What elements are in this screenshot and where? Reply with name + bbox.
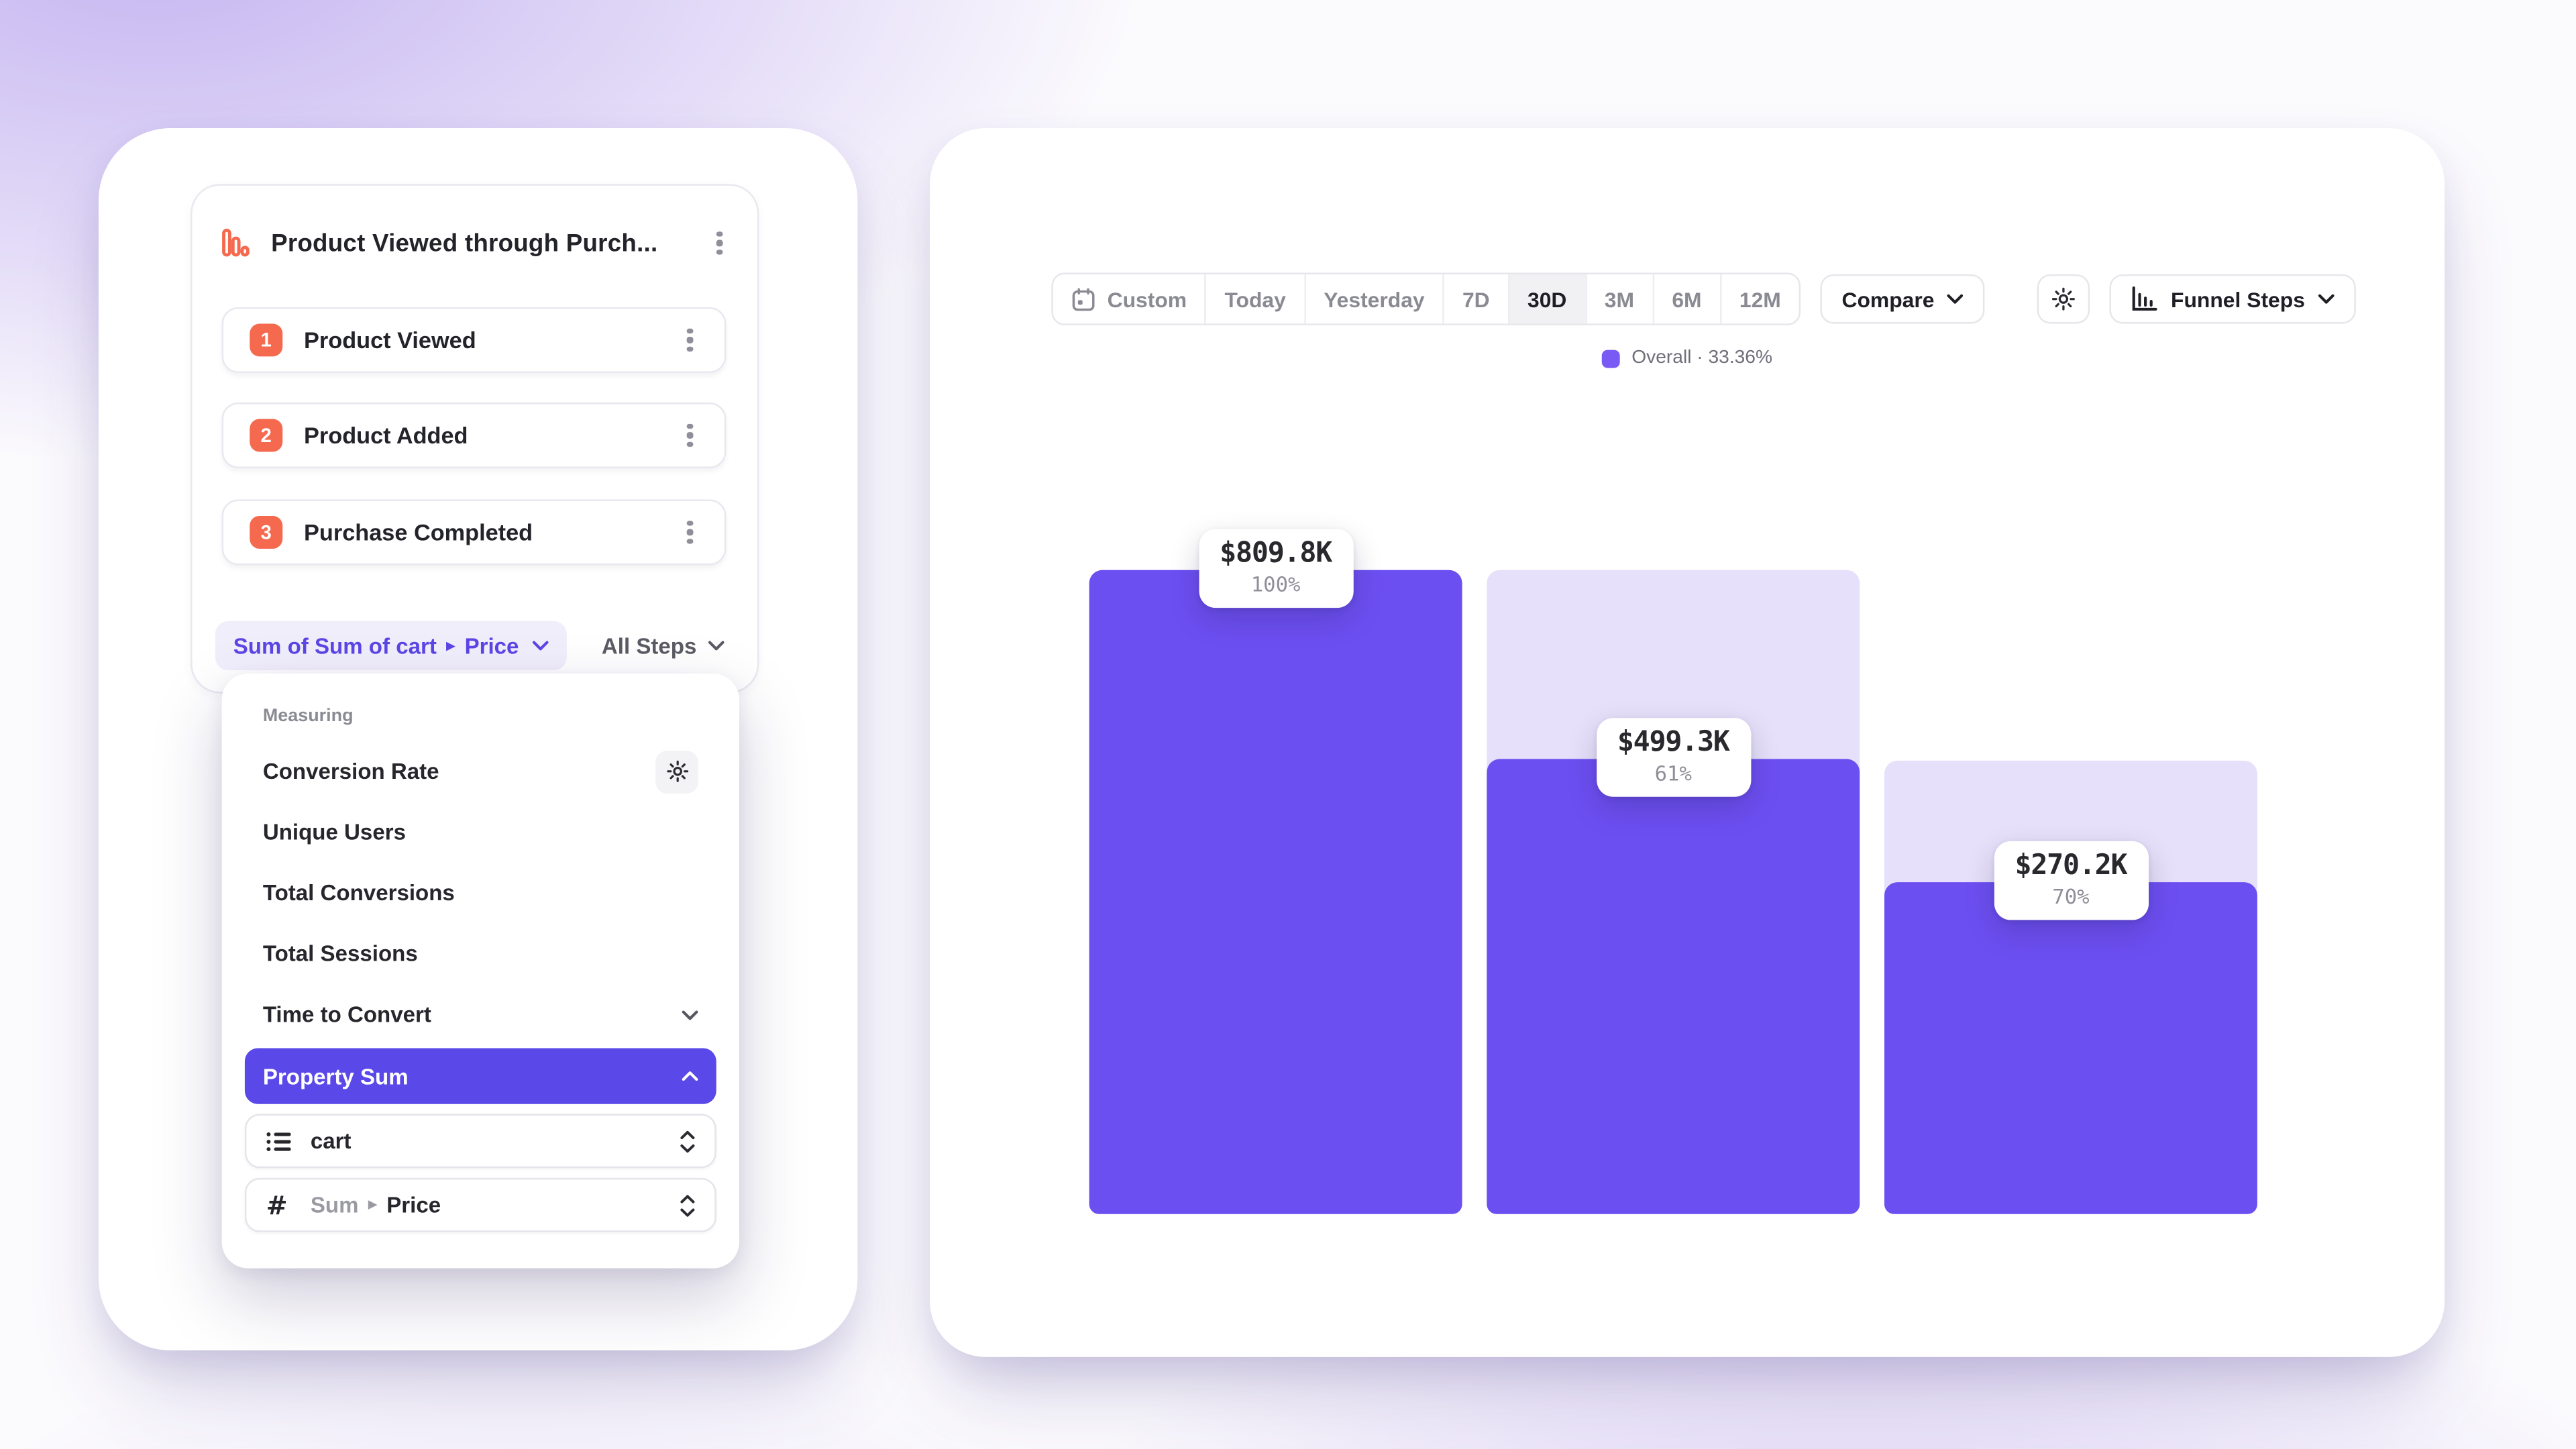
date-range-3m[interactable]: 3M bbox=[1585, 274, 1652, 324]
hash-icon: # bbox=[266, 1190, 288, 1220]
steps-scope-label: All Steps bbox=[601, 633, 697, 658]
bar-converted-segment bbox=[1089, 570, 1462, 1214]
bar-converted-segment bbox=[1487, 759, 1860, 1214]
query-more-options-button[interactable] bbox=[702, 225, 738, 262]
legend-label: Overall · 33.36% bbox=[1631, 348, 1773, 368]
step-label: Product Viewed bbox=[304, 327, 476, 354]
chevron-down-icon bbox=[2318, 294, 2334, 304]
chart-panel: Custom Today Yesterday 7D 30D 3M 6M 12M … bbox=[930, 128, 2445, 1357]
menu-item-time-to-convert[interactable]: Time to Convert bbox=[245, 984, 716, 1045]
query-header: Product Viewed through Purch... bbox=[222, 219, 738, 268]
measurement-dropdown[interactable]: Sum of Sum of cart ▸ Price bbox=[215, 621, 567, 671]
date-range-30d[interactable]: 30D bbox=[1507, 274, 1585, 324]
breadcrumb-arrow: ▸ bbox=[368, 1195, 377, 1214]
aggregation-prefix: Sum bbox=[310, 1192, 359, 1218]
conversion-rate-settings-button[interactable] bbox=[655, 749, 698, 793]
aggregation-value: Price bbox=[386, 1192, 441, 1218]
step-more-options-button[interactable] bbox=[672, 417, 708, 453]
aggregation-select[interactable]: # Sum ▸ Price bbox=[244, 1177, 716, 1232]
property-select-value: cart bbox=[310, 1128, 352, 1154]
chevron-down-icon bbox=[708, 641, 724, 651]
view-selector-button[interactable]: Funnel Steps bbox=[2110, 274, 2356, 324]
funnel-bar-purchase-completed[interactable]: $270.2K 70% bbox=[1884, 570, 2257, 1214]
gear-icon bbox=[665, 760, 688, 782]
query-card: Product Viewed through Purch... 1 Produc… bbox=[191, 184, 759, 694]
calendar-icon bbox=[1072, 287, 1095, 311]
step-label: Purchase Completed bbox=[304, 519, 533, 546]
chart-legend: Overall · 33.36% bbox=[930, 348, 2445, 368]
legend-swatch bbox=[1602, 349, 1621, 368]
compare-button[interactable]: Compare bbox=[1820, 274, 1986, 324]
step-label: Product Added bbox=[304, 422, 468, 449]
measurement-dropdown-label: Sum of Sum of cart ▸ Price bbox=[233, 633, 519, 658]
step-more-options-button[interactable] bbox=[672, 515, 708, 551]
funnel-steps-icon bbox=[2133, 286, 2158, 311]
chart-toolbar: Custom Today Yesterday 7D 30D 3M 6M 12M … bbox=[930, 272, 2445, 325]
query-footer: Sum of Sum of cart ▸ Price All Steps bbox=[215, 621, 724, 671]
chevron-down-icon bbox=[1947, 294, 1964, 304]
menu-section-label: Measuring bbox=[262, 706, 354, 727]
menu-item-conversion-rate[interactable]: Conversion Rate bbox=[245, 741, 716, 802]
gear-icon bbox=[2052, 287, 2076, 311]
chart-settings-button[interactable] bbox=[2037, 274, 2091, 324]
date-range-control: Custom Today Yesterday 7D 30D 3M 6M 12M bbox=[1051, 272, 1801, 325]
date-range-today[interactable]: Today bbox=[1205, 274, 1304, 324]
measuring-menu: Measuring Conversion Rate Unique Users T… bbox=[221, 674, 740, 1269]
steps-scope-dropdown[interactable]: All Steps bbox=[602, 633, 724, 658]
bar-converted-segment bbox=[1884, 882, 2257, 1214]
bar-chart-icon bbox=[222, 228, 250, 258]
chevron-down-icon bbox=[682, 1010, 698, 1020]
date-range-yesterday[interactable]: Yesterday bbox=[1303, 274, 1443, 324]
funnel-step-row-2[interactable]: 2 Product Added bbox=[221, 402, 727, 468]
chevron-down-icon bbox=[532, 641, 549, 651]
step-number-badge: 3 bbox=[250, 515, 283, 549]
list-icon bbox=[266, 1130, 296, 1152]
funnel-bar-product-added[interactable]: $499.3K 61% bbox=[1487, 570, 1860, 1214]
up-down-stepper-icon bbox=[680, 1130, 695, 1152]
funnel-bar-product-viewed[interactable]: $809.8K 100% bbox=[1089, 529, 1462, 1214]
menu-item-unique-users[interactable]: Unique Users bbox=[262, 820, 406, 845]
date-range-12m[interactable]: 12M bbox=[1719, 274, 1799, 324]
toolbar-right-group: Funnel Steps bbox=[2037, 274, 2356, 324]
chevron-up-icon bbox=[682, 1071, 698, 1081]
step-more-options-button[interactable] bbox=[672, 322, 708, 358]
funnel-chart: $809.8K 100% $499.3K 61% $270.2K 70% bbox=[1089, 529, 2257, 1214]
menu-item-property-sum[interactable]: Property Sum bbox=[244, 1048, 716, 1104]
up-down-stepper-icon bbox=[680, 1194, 695, 1216]
funnel-step-row-3[interactable]: 3 Purchase Completed bbox=[221, 499, 727, 566]
property-select[interactable]: cart bbox=[244, 1114, 716, 1169]
bar-value-label: $499.3K 61% bbox=[1595, 718, 1751, 797]
funnel-builder-panel: Product Viewed through Purch... 1 Produc… bbox=[98, 128, 858, 1351]
bar-value-label: $809.8K 100% bbox=[1198, 529, 1353, 608]
menu-item-total-sessions[interactable]: Total Sessions bbox=[262, 941, 418, 967]
menu-item-total-conversions[interactable]: Total Conversions bbox=[262, 880, 455, 906]
step-number-badge: 2 bbox=[250, 419, 283, 452]
query-title: Product Viewed through Purch... bbox=[271, 229, 658, 258]
step-number-badge: 1 bbox=[250, 323, 283, 357]
date-range-7d[interactable]: 7D bbox=[1442, 274, 1508, 324]
funnel-step-row-1[interactable]: 1 Product Viewed bbox=[221, 307, 727, 373]
date-range-6m[interactable]: 6M bbox=[1652, 274, 1720, 324]
bar-value-label: $270.2K 70% bbox=[1993, 841, 2149, 920]
date-range-custom[interactable]: Custom bbox=[1053, 274, 1205, 324]
